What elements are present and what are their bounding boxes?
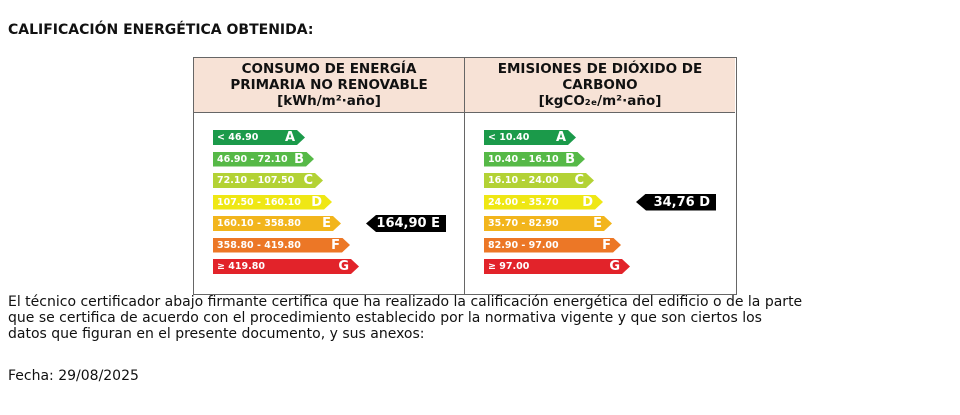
range-label: 107.50 - 160.10 bbox=[217, 196, 301, 208]
rating-letter: F bbox=[602, 237, 611, 253]
statement: El técnico certificador abajo firmante c… bbox=[8, 294, 802, 342]
result-indicator: 34,76 D bbox=[636, 193, 716, 211]
rating-bar: ≥ 419.80 G bbox=[213, 259, 359, 274]
rating-letter: B bbox=[294, 151, 304, 167]
panel: CONSUMO DE ENERGÍA PRIMARIA NO RENOVABLE[… bbox=[194, 58, 465, 294]
range-label: 82.90 - 97.00 bbox=[488, 239, 559, 251]
range-label: < 10.40 bbox=[488, 132, 530, 143]
range-label: 160.10 - 358.80 bbox=[217, 218, 301, 229]
range-label: 24.00 - 35.70 bbox=[488, 196, 559, 208]
rating-bar: 24.00 - 35.70 D bbox=[484, 195, 603, 210]
rating-bar: 35.70 - 82.90 E bbox=[484, 216, 612, 231]
rating-bar: 72.10 - 107.50 C bbox=[213, 173, 323, 188]
heading-line: CARBONO bbox=[562, 77, 638, 93]
rating-bar: 46.90 - 72.10 B bbox=[213, 152, 314, 167]
rating-letter: B bbox=[565, 151, 575, 167]
heading-line: [kgCO₂ₑ/m²·año] bbox=[538, 93, 662, 109]
statement-line: datos que figuran en el presente documen… bbox=[8, 326, 425, 342]
rating-letter: C bbox=[574, 173, 584, 188]
rating-letter: C bbox=[303, 173, 313, 188]
result-indicator: 164,90 E bbox=[366, 215, 446, 232]
range-label: ≥ 97.00 bbox=[488, 261, 530, 272]
statement-line: que se certifica de acuerdo con el proce… bbox=[8, 310, 762, 326]
range-label: 35.70 - 82.90 bbox=[488, 218, 559, 229]
heading-line: PRIMARIA NO RENOVABLE bbox=[230, 77, 428, 93]
rating-letter: E bbox=[322, 216, 331, 231]
range-label: 10.40 - 16.10 bbox=[488, 153, 559, 165]
panel-heading: CONSUMO DE ENERGÍA PRIMARIA NO RENOVABLE[… bbox=[194, 58, 464, 113]
rating-bar: 358.80 - 419.80 F bbox=[213, 238, 350, 253]
heading-line: EMISIONES DE DIÓXIDO DE bbox=[497, 61, 703, 77]
rating-letter: G bbox=[609, 259, 620, 274]
range-label: < 46.90 bbox=[217, 132, 259, 143]
rating-letter: A bbox=[284, 130, 295, 145]
rating-bar: < 46.90 A bbox=[213, 130, 305, 145]
rating-bar: 160.10 - 358.80 E bbox=[213, 216, 341, 231]
heading-line: CONSUMO DE ENERGÍA bbox=[241, 61, 417, 77]
rating-bar: ≥ 97.00 G bbox=[484, 259, 630, 274]
rating-bar: 10.40 - 16.10 B bbox=[484, 152, 585, 167]
range-label: ≥ 419.80 bbox=[217, 261, 265, 272]
rating-bar: < 10.40 A bbox=[484, 130, 576, 145]
panel-heading: EMISIONES DE DIÓXIDO DE CARBONO [kgCO₂ₑ/m²… bbox=[465, 58, 735, 113]
rating-letter: G bbox=[338, 259, 349, 274]
rating-letter: D bbox=[582, 194, 593, 210]
title: CALIFICACIÓN ENERGÉTICA OBTENIDA: bbox=[8, 22, 314, 38]
panel: EMISIONES DE DIÓXIDO DE CARBONO [kgCO₂ₑ/m²… bbox=[465, 58, 735, 294]
range-label: 72.10 - 107.50 bbox=[217, 175, 295, 186]
heading-line: [kWh/m²·año] bbox=[277, 93, 381, 109]
rating-bar: 107.50 - 160.10 D bbox=[213, 195, 332, 210]
rating-bar: 82.90 - 97.00 F bbox=[484, 238, 621, 253]
rating-letter: A bbox=[555, 130, 566, 145]
rating-table: CONSUMO DE ENERGÍA PRIMARIA NO RENOVABLE[… bbox=[193, 57, 737, 295]
range-label: 358.80 - 419.80 bbox=[217, 239, 301, 251]
rating-bar: 16.10 - 24.00 C bbox=[484, 173, 594, 188]
rating-letter: F bbox=[331, 237, 340, 253]
range-label: 46.90 - 72.10 bbox=[217, 153, 288, 165]
rating-letter: D bbox=[311, 194, 322, 210]
range-label: 16.10 - 24.00 bbox=[488, 175, 559, 186]
statement-line: El técnico certificador abajo firmante c… bbox=[8, 294, 803, 310]
date: Fecha: 29/08/2025 bbox=[8, 368, 139, 384]
rating-letter: E bbox=[593, 216, 602, 231]
